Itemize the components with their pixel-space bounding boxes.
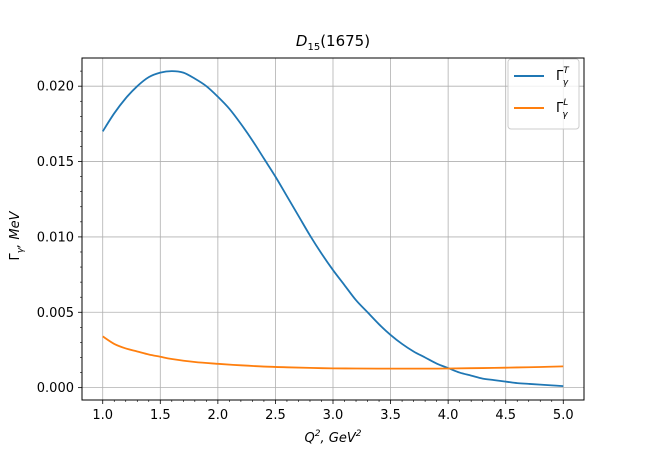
legend-label-transverse: ΓT γ xyxy=(556,66,570,88)
series-line-transverse xyxy=(101,70,564,388)
chart-title-subscript: 15 xyxy=(307,42,320,53)
y-tick-label: 0.005 xyxy=(37,306,74,321)
chart-title: D15(1675) xyxy=(296,32,370,53)
series-line-longitudinal xyxy=(102,335,564,370)
y-tick-label: 0.020 xyxy=(37,80,74,95)
chart-title-rest: (1675) xyxy=(320,32,370,50)
x-tick-label: 1.5 xyxy=(150,408,171,423)
x-tick-label: 5.0 xyxy=(553,408,574,423)
y-tick-label: 0.010 xyxy=(37,230,74,245)
x-tick-label: 4.0 xyxy=(438,408,459,423)
x-axis-label: Q2, GeV2 xyxy=(305,429,362,446)
x-tick-label: 4.5 xyxy=(495,408,516,423)
y-tick-label: 0.015 xyxy=(37,155,74,170)
series-layer xyxy=(101,70,564,388)
y-tick-label: 0.000 xyxy=(37,381,74,396)
x-tick-label: 3.0 xyxy=(323,408,344,423)
x-tick-label: 3.5 xyxy=(380,408,401,423)
legend-label-longitudinal: ΓL γ xyxy=(556,98,568,120)
y-axis-label: Γγ, MeV xyxy=(8,210,26,260)
x-tick-label: 2.5 xyxy=(265,408,286,423)
chart-title-main: D xyxy=(296,32,308,50)
x-tick-label: 2.0 xyxy=(208,408,229,423)
x-tick-label: 1.0 xyxy=(92,408,113,423)
axis-ticks: 1.0 1.5 2.0 2.5 3.0 3.5 4.0 4.5 5.0 0.000 0.005 0.0… xyxy=(37,70,574,423)
legend: ΓT γ ΓL γ xyxy=(507,58,580,130)
